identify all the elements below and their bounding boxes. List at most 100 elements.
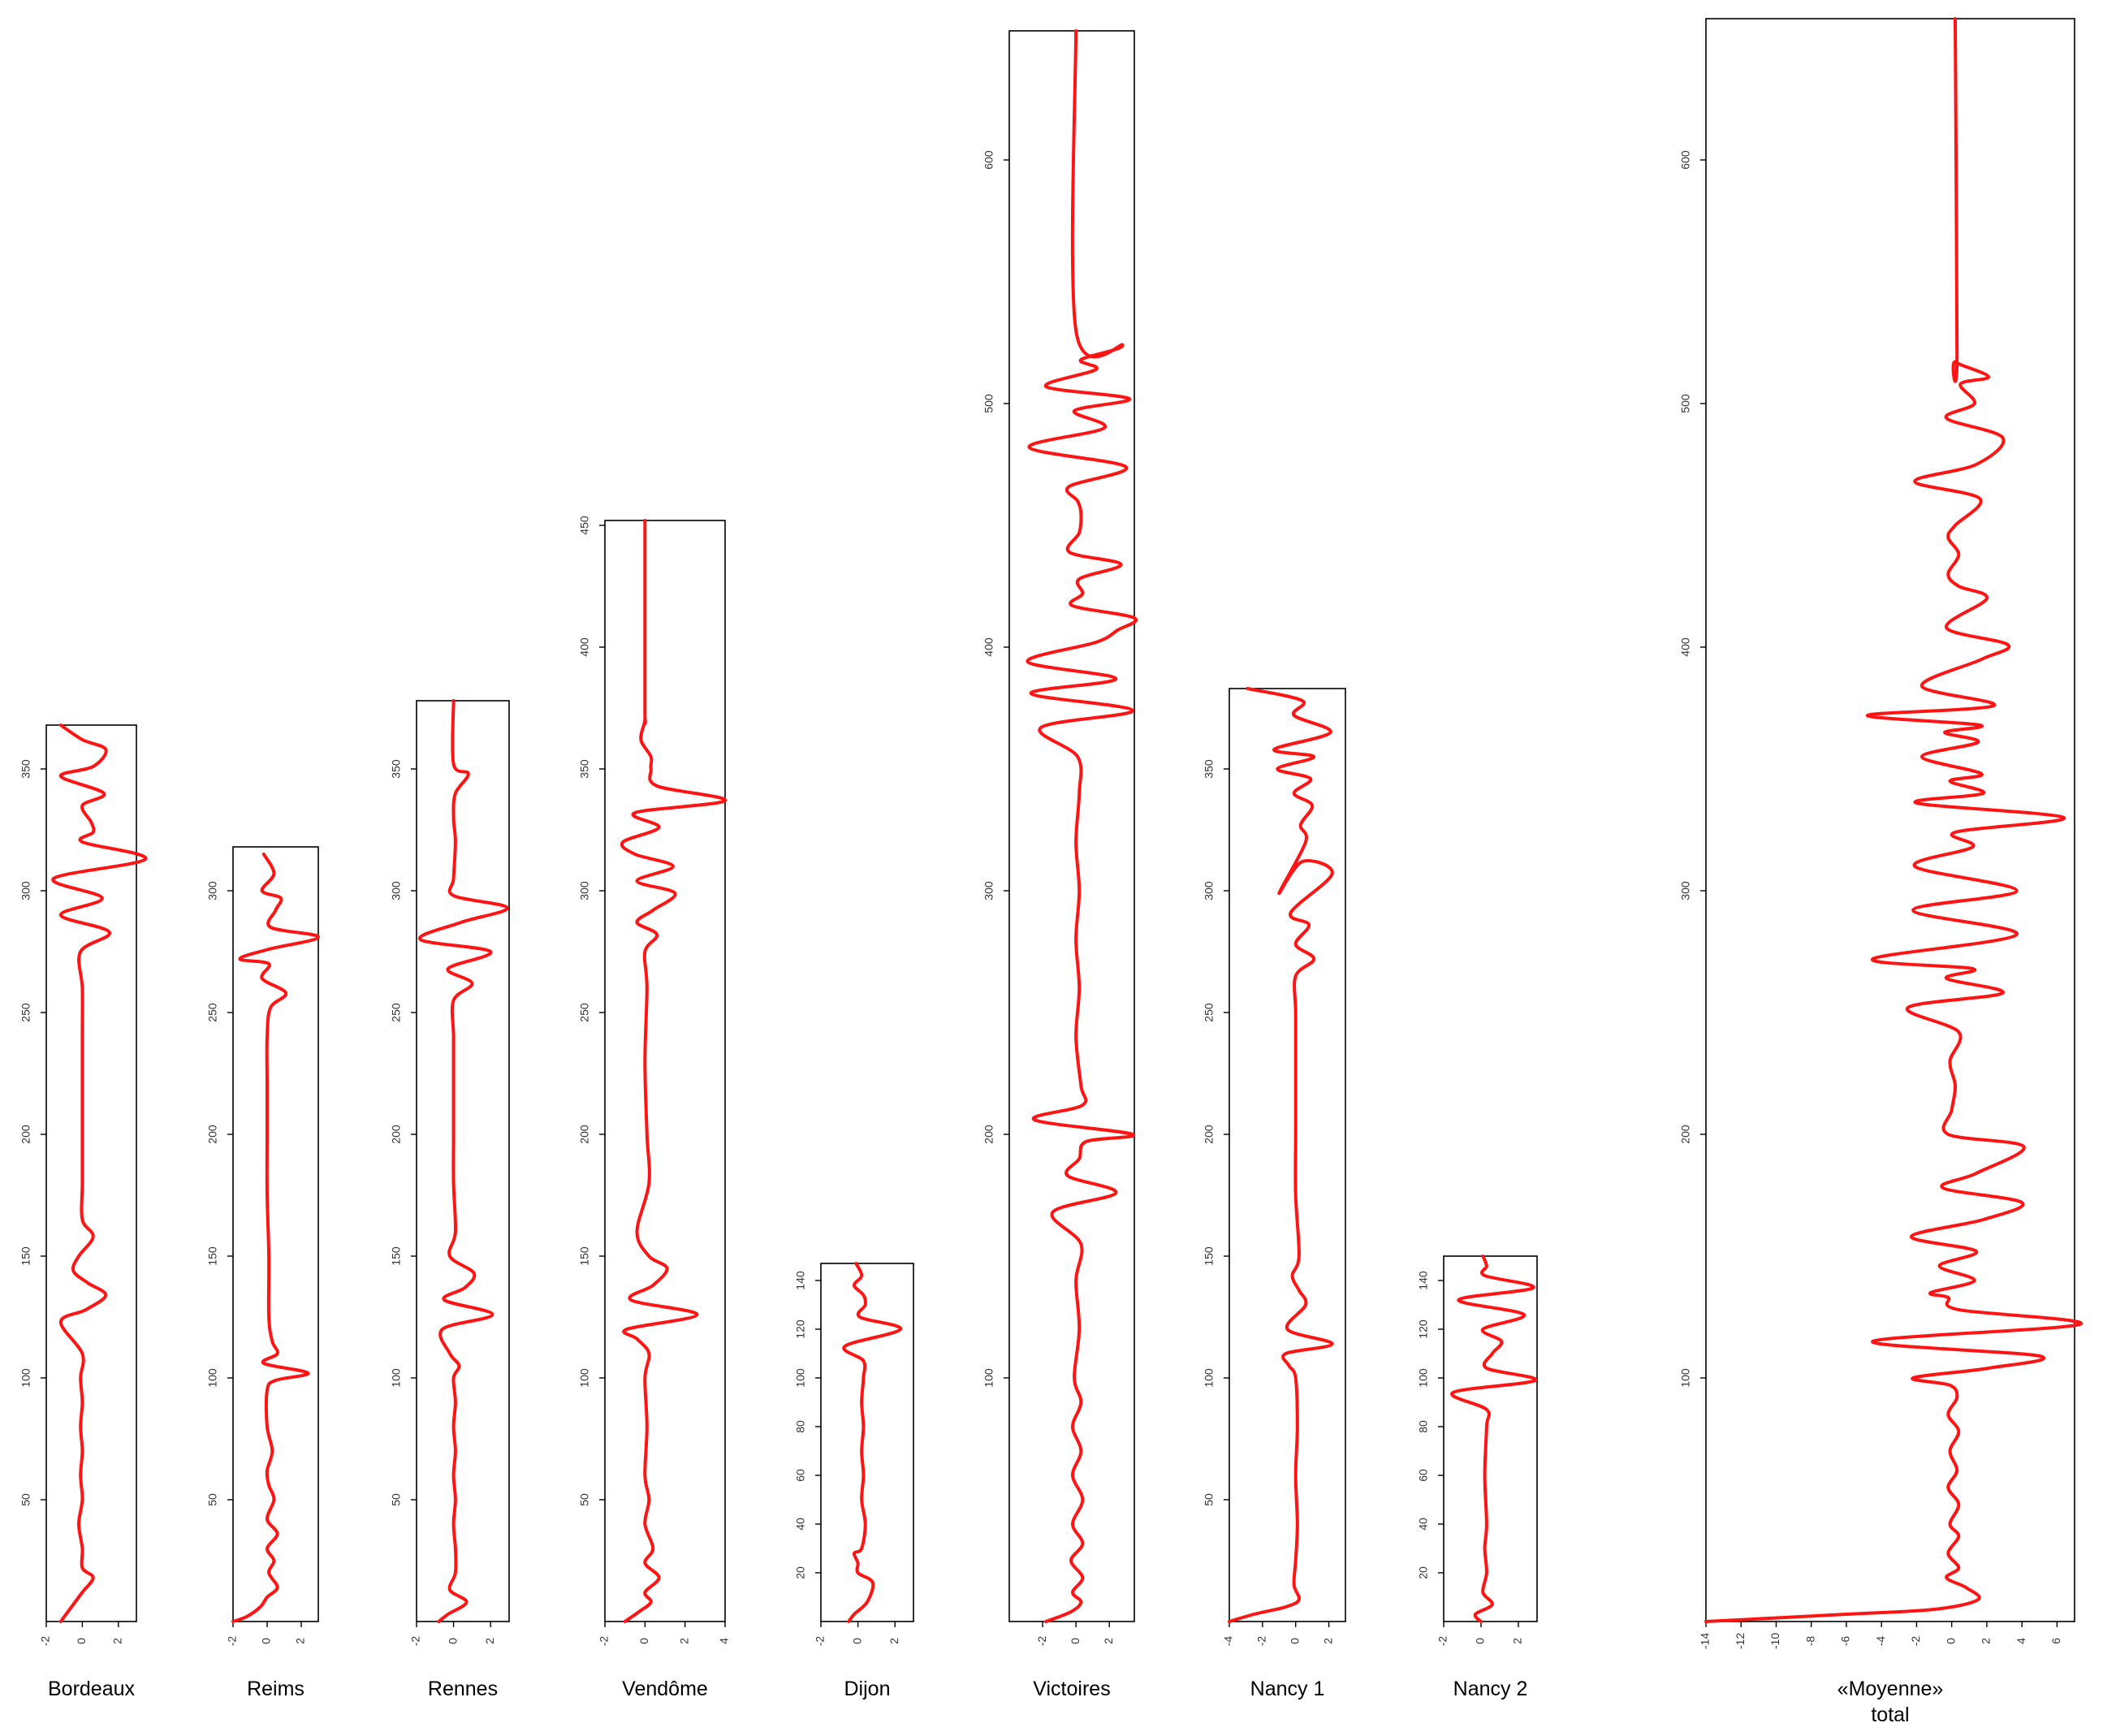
panel-4-series-line [620, 519, 728, 1623]
panel-8-xtick-label: -2 [1436, 1636, 1449, 1647]
panel-3-ytick-label: 200 [390, 1125, 403, 1144]
panel-7-ytick-label: 250 [1203, 1003, 1216, 1022]
panel-3-xtick-label: -2 [409, 1636, 422, 1647]
panel-4-frame [604, 520, 726, 1622]
panel-9-xtick-label: 4 [2014, 1638, 2027, 1644]
panel-4-ytick-label: 350 [578, 759, 591, 779]
panel-8-ytick-label: 80 [1417, 1420, 1430, 1433]
panel-3-title: Rennes [428, 1678, 498, 1700]
panel-2-ytick-label: 150 [206, 1246, 219, 1266]
panel-8-ytick-label: 100 [1417, 1368, 1430, 1388]
panel-1-xtick-label: -2 [39, 1636, 52, 1647]
panel-7-series-line [1228, 687, 1334, 1623]
panel-8-xtick-label: 0 [1474, 1638, 1487, 1644]
panel-1-xtick-label: 2 [111, 1638, 124, 1644]
panel-8-ytick-label: 60 [1417, 1469, 1430, 1482]
panel-8-series-line [1450, 1254, 1537, 1623]
panel-7-ytick-label: 200 [1203, 1125, 1216, 1144]
panel-2-frame [232, 846, 319, 1622]
panel-6-xtick-label: 2 [1102, 1638, 1115, 1644]
panel-3-ytick-label: 150 [390, 1246, 403, 1266]
panel-2-ytick-label: 50 [206, 1493, 219, 1506]
panel-5-xtick-label: 0 [850, 1638, 863, 1644]
panel-3-ytick-label: 250 [390, 1003, 403, 1022]
panel-1-ytick-label: 100 [19, 1368, 32, 1388]
panel-2-xtick-label: 2 [294, 1638, 307, 1644]
panel-6-ytick-label: 200 [982, 1125, 995, 1144]
panel-5-series-line [842, 1262, 903, 1623]
panel-4-ytick-label: 400 [578, 637, 591, 657]
panel-7-xtick-label: -2 [1255, 1636, 1268, 1647]
panel-9-xtick-label: 0 [1944, 1638, 1957, 1644]
panel-8-ytick-label: 120 [1417, 1319, 1430, 1339]
panel-9-xtick-label: -14 [1699, 1633, 1712, 1649]
panel-1-ytick-label: 250 [19, 1003, 32, 1022]
panel-1-ytick-label: 200 [19, 1125, 32, 1144]
panel-1: 50 100 150 200 250 300 350 -2 0 2 Bordeaux [19, 723, 148, 1700]
panel-8-ytick-label: 140 [1417, 1271, 1430, 1290]
panel-8-xtick-label: 2 [1511, 1638, 1524, 1644]
panel-8-frame [1443, 1255, 1538, 1622]
panel-9-ytick-label: 400 [1679, 637, 1692, 657]
panel-9-ytick-label: 500 [1679, 394, 1692, 413]
panel-1-xtick-label: 0 [75, 1638, 88, 1644]
panel-1-ytick-label: 300 [19, 881, 32, 900]
panel-9-series-line [1704, 17, 2083, 1623]
panel-9-title: «Moyenne» [1837, 1678, 1944, 1700]
panel-1-series-line [51, 723, 148, 1623]
panel-8-title: Nancy 2 [1453, 1678, 1528, 1700]
panel-2-ytick-label: 100 [206, 1368, 219, 1388]
panel-9-ytick-label: 100 [1679, 1368, 1692, 1388]
panel-3-frame [416, 700, 510, 1622]
panel-9-xtick-label: 6 [2049, 1638, 2062, 1644]
panel-5-frame [820, 1263, 914, 1622]
panel-5-ytick-label: 120 [794, 1319, 807, 1339]
panel-4-xtick-label: 2 [677, 1638, 690, 1644]
panel-5-ytick-label: 20 [794, 1566, 807, 1579]
panel-2-xtick-label: -2 [226, 1636, 239, 1647]
panel-2-ytick-label: 200 [206, 1125, 219, 1144]
panel-7: 50 100 150 200 250 300 350 -4 -2 0 2 Nancy 1 [1203, 687, 1346, 1700]
panel-1-title: Bordeaux [48, 1678, 136, 1700]
panel-7-xtick-label: 2 [1321, 1638, 1334, 1644]
panel-5: 20 40 60 80 100 120 140 -2 0 2 Dijon [794, 1262, 914, 1700]
panel-4-ytick-label: 250 [578, 1003, 591, 1022]
panel-6-ytick-label: 300 [982, 881, 995, 900]
panel-8-ytick-label: 40 [1417, 1518, 1430, 1531]
panel-4-title: Vendôme [622, 1678, 708, 1700]
panel-4-ytick-label: 100 [578, 1368, 591, 1388]
panel-3-series-line [418, 699, 509, 1623]
panel-5-xtick-label: 2 [887, 1638, 900, 1644]
panel-7-frame [1229, 688, 1346, 1622]
panel-4-xtick-label: -2 [598, 1636, 611, 1647]
panel-8-ytick-label: 20 [1417, 1566, 1430, 1579]
panel-4-ytick-label: 150 [578, 1246, 591, 1266]
panel-2-ytick-label: 300 [206, 881, 219, 900]
panel-7-xtick-label: 0 [1288, 1638, 1301, 1644]
panel-6: 100 200 300 400 500 600 -2 0 2 Victoires [982, 29, 1138, 1700]
panel-9-xtick-label: 2 [1980, 1638, 1993, 1644]
panel-4-ytick-label: 450 [578, 516, 591, 535]
panel-3-ytick-label: 300 [390, 881, 403, 900]
panel-9-xtick-label: -6 [1839, 1636, 1852, 1647]
panel-9-ytick-label: 200 [1679, 1125, 1692, 1144]
panel-9-xtick-label: -12 [1734, 1633, 1747, 1649]
panel-9-title: total [1871, 1704, 1909, 1726]
panel-6-title: Victoires [1033, 1678, 1110, 1700]
panel-4-ytick-label: 200 [578, 1125, 591, 1144]
panel-3-xtick-label: 2 [483, 1638, 496, 1644]
panel-4-ytick-label: 50 [578, 1493, 591, 1506]
panel-7-xtick-label: -4 [1222, 1636, 1235, 1647]
panel-6-ytick-label: 400 [982, 637, 995, 657]
panel-6-series-line [1026, 29, 1138, 1623]
panel-9-xtick-label: -4 [1874, 1636, 1887, 1647]
panel-2-xtick-label: 0 [260, 1638, 273, 1644]
panel-4-xtick-label: 4 [718, 1638, 731, 1644]
panel-3-xtick-label: 0 [446, 1638, 459, 1644]
panel-2-title: Reims [247, 1678, 304, 1700]
panel-9-ytick-label: 300 [1679, 881, 1692, 900]
panel-9-xtick-label: -10 [1768, 1633, 1781, 1649]
panel-3-ytick-label: 350 [390, 759, 403, 779]
panel-6-xtick-label: -2 [1035, 1636, 1048, 1647]
